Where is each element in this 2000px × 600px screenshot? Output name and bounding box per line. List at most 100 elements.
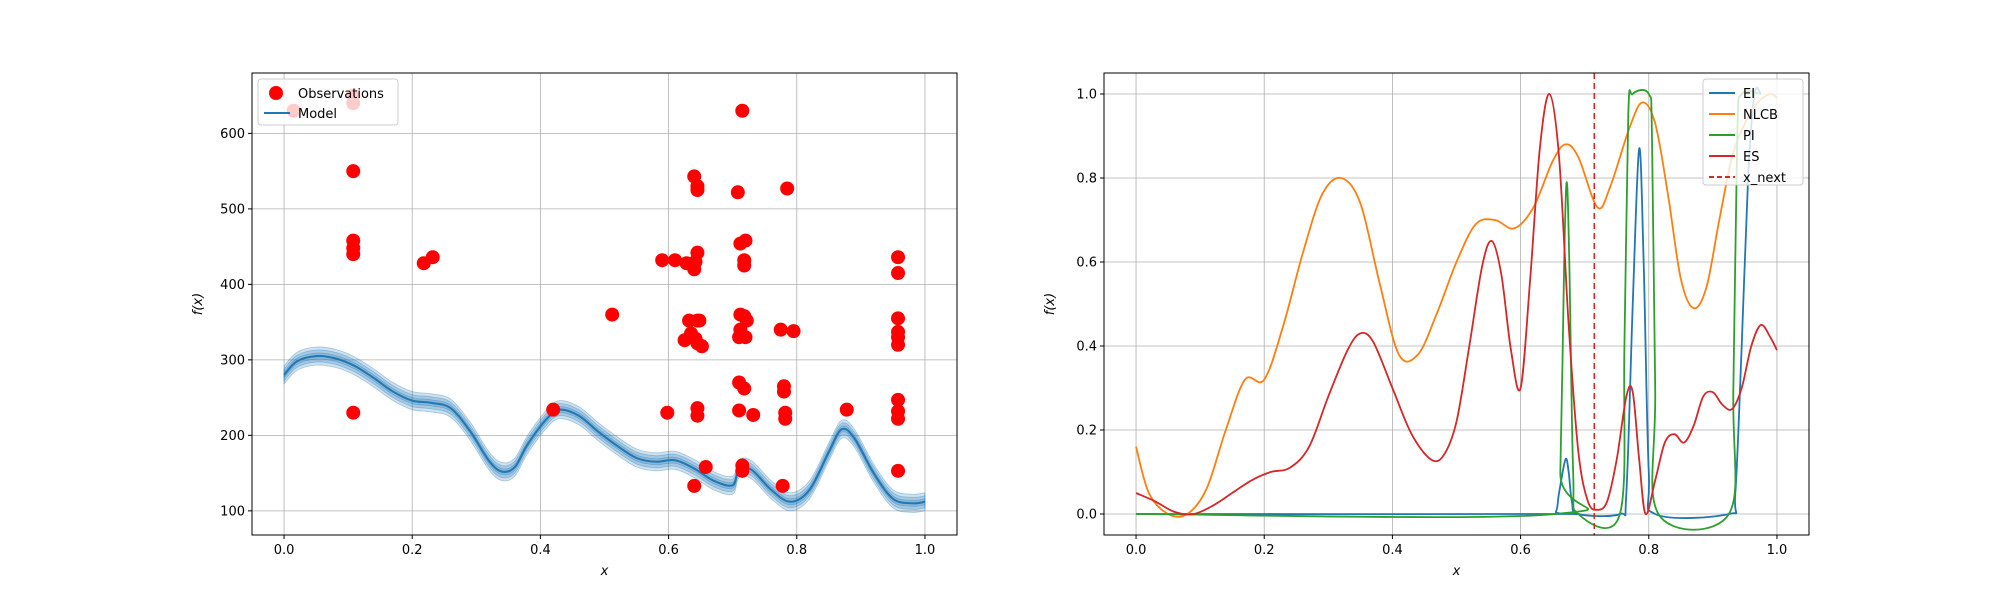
observation-point bbox=[690, 245, 705, 260]
observation-point bbox=[346, 164, 361, 179]
observation-point bbox=[737, 258, 752, 273]
right-legend: EI NLCB PI ES x_next bbox=[1702, 78, 1804, 186]
right-legend-box bbox=[1702, 78, 1804, 186]
y-tick-label: 0.6 bbox=[1076, 256, 1097, 271]
right-ticks: 0.0 0.2 0.4 0.6 0.8 1.0 0.0 0.2 0.4 0.6 0.8 1.0 bbox=[1076, 88, 1787, 559]
x-tick-label: 0.8 bbox=[1638, 543, 1659, 558]
model-mean-line bbox=[283, 354, 926, 505]
y-tick-label: 500 bbox=[220, 202, 245, 217]
observation-point bbox=[891, 463, 906, 478]
left-legend: Observations Model bbox=[257, 78, 399, 126]
right-chart-panel: 0.0 0.2 0.4 0.6 0.8 1.0 0.0 0.2 0.4 0.6 0.8 1.0 x f… bbox=[1043, 72, 1810, 579]
observation-point bbox=[891, 311, 906, 326]
observation-point bbox=[732, 403, 747, 418]
observation-point bbox=[738, 330, 753, 345]
observation-point bbox=[425, 250, 440, 265]
observation-point bbox=[739, 313, 754, 328]
observation-point bbox=[698, 460, 713, 475]
x-tick-label: 1.0 bbox=[1767, 543, 1788, 558]
x-tick-label: 0.2 bbox=[1254, 543, 1275, 558]
observation-point bbox=[891, 250, 906, 265]
series-line-nlcb bbox=[1135, 93, 1778, 518]
y-tick-label: 400 bbox=[220, 278, 245, 293]
legend-observations-marker bbox=[269, 86, 283, 100]
y-tick-label: 0.8 bbox=[1076, 172, 1097, 187]
x-tick-label: 0.0 bbox=[274, 543, 295, 558]
left-legend-box bbox=[257, 78, 399, 126]
observation-point bbox=[346, 247, 361, 262]
observation-point bbox=[687, 478, 702, 493]
left-y-axis-label: f(x) bbox=[191, 293, 206, 315]
y-tick-label: 0.2 bbox=[1076, 424, 1097, 439]
left-model-band bbox=[283, 346, 926, 513]
x-tick-label: 0.6 bbox=[1510, 543, 1531, 558]
x-tick-label: 0.8 bbox=[786, 543, 807, 558]
x-tick-label: 0.4 bbox=[530, 543, 551, 558]
legend-x-next-label: x_next bbox=[1743, 171, 1786, 186]
observation-point bbox=[690, 408, 705, 423]
series-line-es bbox=[1135, 93, 1778, 516]
x-tick-label: 0.4 bbox=[1382, 543, 1403, 558]
legend-observations-label: Observations bbox=[298, 87, 384, 102]
y-tick-label: 600 bbox=[220, 127, 245, 142]
observation-point bbox=[346, 405, 361, 420]
y-tick-label: 100 bbox=[220, 504, 245, 519]
legend-nlcb-label: NLCB bbox=[1743, 108, 1778, 123]
y-tick-label: 300 bbox=[220, 353, 245, 368]
observation-point bbox=[692, 313, 707, 328]
observation-point bbox=[775, 478, 790, 493]
observation-point bbox=[891, 392, 906, 407]
observation-point bbox=[891, 411, 906, 426]
y-tick-label: 0.4 bbox=[1076, 340, 1097, 355]
left-grid bbox=[252, 73, 957, 535]
observation-point bbox=[738, 233, 753, 248]
y-tick-label: 200 bbox=[220, 429, 245, 444]
observation-point bbox=[660, 405, 675, 420]
observation-point bbox=[746, 407, 761, 422]
right-y-axis-label: f(x) bbox=[1043, 293, 1058, 315]
left-observation-points bbox=[286, 88, 906, 493]
series-line-ei bbox=[1136, 86, 1762, 519]
x-tick-label: 1.0 bbox=[915, 543, 936, 558]
observation-point bbox=[605, 307, 620, 322]
x-tick-label: 0.2 bbox=[402, 543, 423, 558]
observation-point bbox=[730, 185, 745, 200]
right-axes-frame bbox=[1103, 72, 1810, 536]
legend-model-label: Model bbox=[298, 107, 337, 122]
observation-point bbox=[780, 181, 795, 196]
observation-point bbox=[776, 384, 791, 399]
left-chart-panel: 0.0 0.2 0.4 0.6 0.8 1.0 100 200 300 400 500 600 x f… bbox=[191, 72, 958, 579]
model-uncertainty-band bbox=[283, 352, 926, 507]
left-axes-frame bbox=[251, 72, 958, 536]
observation-point bbox=[891, 337, 906, 352]
observation-point bbox=[891, 266, 906, 281]
legend-ei-label: EI bbox=[1743, 87, 1755, 102]
observation-point bbox=[694, 339, 709, 354]
observation-point bbox=[655, 253, 670, 268]
model-uncertainty-band bbox=[283, 346, 926, 513]
x-tick-label: 0.0 bbox=[1126, 543, 1147, 558]
observation-point bbox=[735, 103, 750, 118]
legend-pi-label: PI bbox=[1743, 129, 1755, 144]
y-tick-label: 1.0 bbox=[1076, 88, 1097, 103]
observation-point bbox=[773, 322, 788, 337]
observation-point bbox=[839, 402, 854, 417]
observation-point bbox=[737, 381, 752, 396]
observation-point bbox=[668, 253, 682, 268]
series-line-pi bbox=[1136, 89, 1762, 531]
x-tick-label: 0.6 bbox=[658, 543, 679, 558]
left-model-line bbox=[283, 354, 926, 505]
right-x-axis-label: x bbox=[1452, 564, 1461, 579]
left-ticks: 0.0 0.2 0.4 0.6 0.8 1.0 100 200 300 400 500 600 bbox=[220, 127, 935, 558]
y-tick-label: 0.0 bbox=[1076, 508, 1097, 523]
observation-point bbox=[546, 402, 561, 417]
observation-point bbox=[690, 183, 705, 198]
observation-point bbox=[735, 463, 750, 478]
left-x-axis-label: x bbox=[600, 564, 609, 579]
observation-point bbox=[778, 411, 793, 426]
right-acquisition-lines bbox=[1135, 86, 1778, 531]
model-uncertainty-band bbox=[283, 349, 926, 510]
observation-point bbox=[786, 324, 801, 339]
legend-es-label: ES bbox=[1743, 150, 1759, 165]
